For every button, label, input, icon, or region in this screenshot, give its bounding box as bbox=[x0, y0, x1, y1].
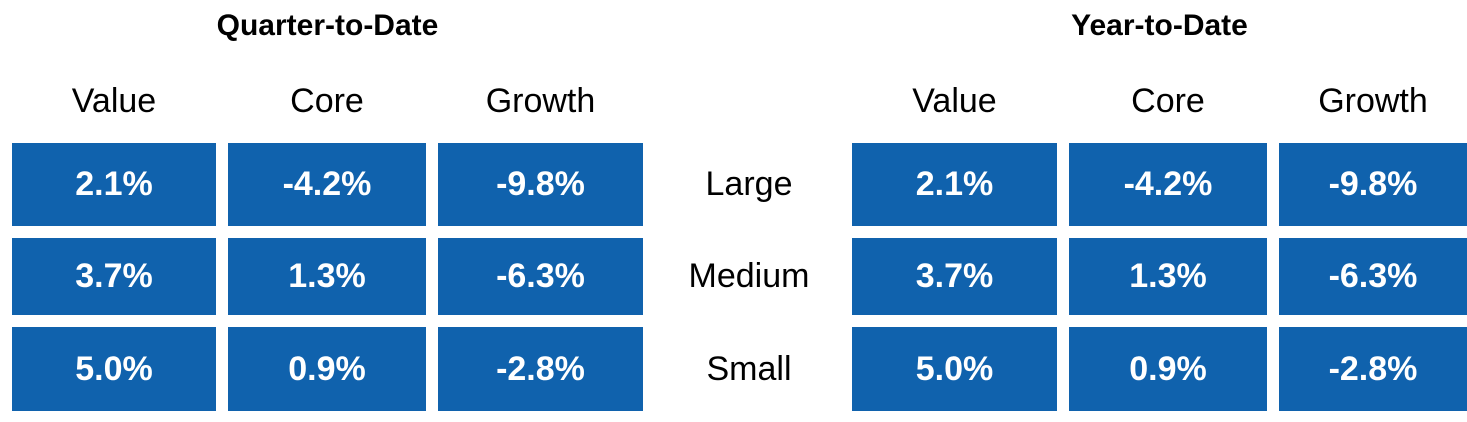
qtd-cell-large-growth: -9.8% bbox=[438, 143, 643, 226]
ytd-cell-large-value: 2.1% bbox=[852, 143, 1057, 226]
ytd-cell-small-core: 0.9% bbox=[1069, 327, 1267, 411]
row-label-large: Large bbox=[705, 165, 793, 203]
qtd-cell-small-core: 0.9% bbox=[228, 327, 426, 411]
ytd-cell-large-core: -4.2% bbox=[1069, 143, 1267, 226]
row-label-small: Small bbox=[706, 350, 792, 388]
ytd-cell-medium-growth: -6.3% bbox=[1279, 238, 1467, 315]
qtd-cell-small-growth: -2.8% bbox=[438, 327, 643, 411]
qtd-col-header-value: Value bbox=[71, 82, 157, 120]
qtd-cell-small-value: 5.0% bbox=[12, 327, 216, 411]
qtd-title: Quarter-to-Date bbox=[216, 9, 439, 42]
ytd-col-header-core: Core bbox=[1131, 82, 1205, 120]
ytd-cell-medium-core: 1.3% bbox=[1069, 238, 1267, 315]
qtd-cell-medium-value: 3.7% bbox=[12, 238, 216, 315]
ytd-cell-medium-value: 3.7% bbox=[852, 238, 1057, 315]
ytd-col-header-growth: Growth bbox=[1318, 82, 1428, 120]
ytd-cell-small-growth: -2.8% bbox=[1279, 327, 1467, 411]
qtd-cell-medium-core: 1.3% bbox=[228, 238, 426, 315]
row-label-medium: Medium bbox=[688, 257, 810, 295]
qtd-col-header-core: Core bbox=[290, 82, 364, 120]
qtd-col-header-growth: Growth bbox=[485, 82, 596, 120]
qtd-cell-large-value: 2.1% bbox=[12, 143, 216, 226]
ytd-col-header-value: Value bbox=[912, 82, 997, 120]
ytd-title: Year-to-Date bbox=[1071, 9, 1248, 42]
ytd-cell-small-value: 5.0% bbox=[852, 327, 1057, 411]
ytd-cell-large-growth: -9.8% bbox=[1279, 143, 1467, 226]
qtd-cell-medium-growth: -6.3% bbox=[438, 238, 643, 315]
qtd-cell-large-core: -4.2% bbox=[228, 143, 426, 226]
